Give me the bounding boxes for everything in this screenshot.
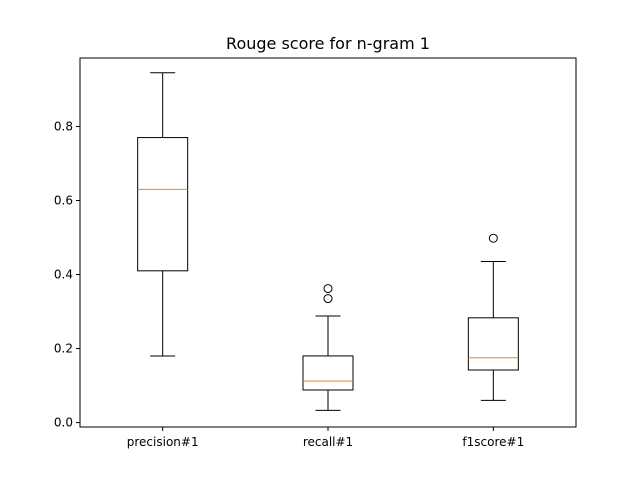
box-2-outlier-0 [488, 233, 498, 243]
y-tick-label-1: 0.2 [54, 342, 73, 356]
x-axis: precision#1 recall#1 f1score#1 [127, 427, 524, 449]
plot-area-frame [79, 57, 577, 428]
x-tick-label-1: recall#1 [303, 435, 353, 449]
y-tick-label-4: 0.8 [54, 119, 73, 133]
box-1-outlier-0 [323, 294, 333, 304]
chart-title: Rouge score for n-gram 1 [226, 34, 430, 53]
y-tick-label-2: 0.4 [54, 268, 73, 282]
box-1 [302, 284, 354, 411]
y-axis: 0.0 0.2 0.4 0.6 0.8 [54, 119, 80, 430]
y-tick-label-0: 0.0 [54, 416, 73, 430]
y-tick-label-3: 0.6 [54, 193, 73, 207]
box-1-iqr [302, 355, 354, 391]
box-1-outlier-1 [323, 284, 333, 294]
x-tick-label-0: precision#1 [127, 435, 199, 449]
x-tick-label-2: f1score#1 [462, 435, 524, 449]
box-2 [467, 233, 519, 401]
boxes-group [137, 72, 519, 411]
box-0-iqr [137, 137, 189, 272]
box-0 [137, 72, 189, 357]
box-2-iqr [467, 317, 519, 371]
